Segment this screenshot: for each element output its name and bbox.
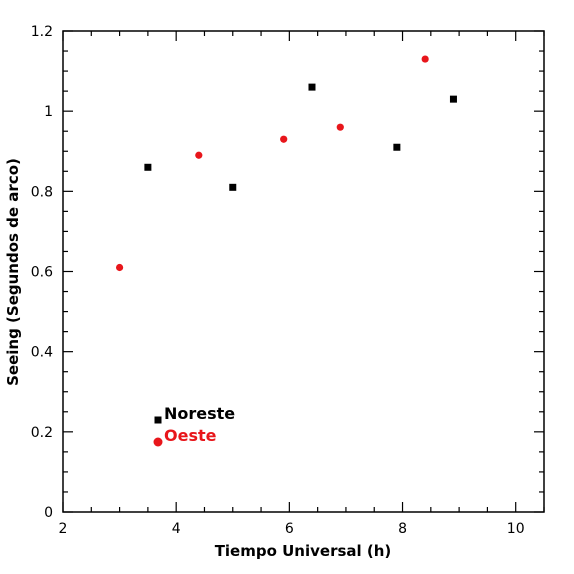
y-tick-label: 0 [44,505,53,521]
x-tick-label: 10 [507,521,525,537]
legend-marker-oeste [153,437,163,447]
legend: Noreste Oeste [153,404,235,447]
y-tick-label: 0.8 [31,184,53,200]
point-noreste [308,83,316,91]
point-noreste [144,163,152,171]
point-noreste [393,143,401,151]
y-tick-label: 1 [44,104,53,120]
point-oeste [336,123,344,131]
data-points [115,55,457,272]
point-noreste [449,95,457,103]
x-tick-label: 2 [59,521,68,537]
legend-label-oeste: Oeste [164,426,217,445]
legend-marker-noreste [154,416,162,424]
axis-ticks [62,30,545,513]
x-tick-label: 8 [398,521,407,537]
x-tick-label: 6 [285,521,294,537]
point-oeste [195,151,203,159]
x-tick-labels: 2 4 6 8 10 [59,521,525,537]
x-tick-label: 4 [172,521,181,537]
y-tick-labels: 0 0.2 0.4 0.6 0.8 1 1.2 [31,24,53,521]
point-oeste [421,55,429,63]
x-axis-title: Tiempo Universal (h) [215,542,392,560]
y-tick-label: 0.4 [31,345,53,361]
y-tick-label: 0.2 [31,425,53,441]
point-oeste [280,135,288,143]
legend-label-noreste: Noreste [164,404,235,423]
y-axis-title: Seeing (Segundos de arco) [4,158,22,386]
point-oeste [115,263,124,272]
plot-frame [62,30,545,513]
y-tick-label: 0.6 [31,265,53,281]
point-noreste [229,183,237,191]
y-tick-label: 1.2 [31,24,53,40]
